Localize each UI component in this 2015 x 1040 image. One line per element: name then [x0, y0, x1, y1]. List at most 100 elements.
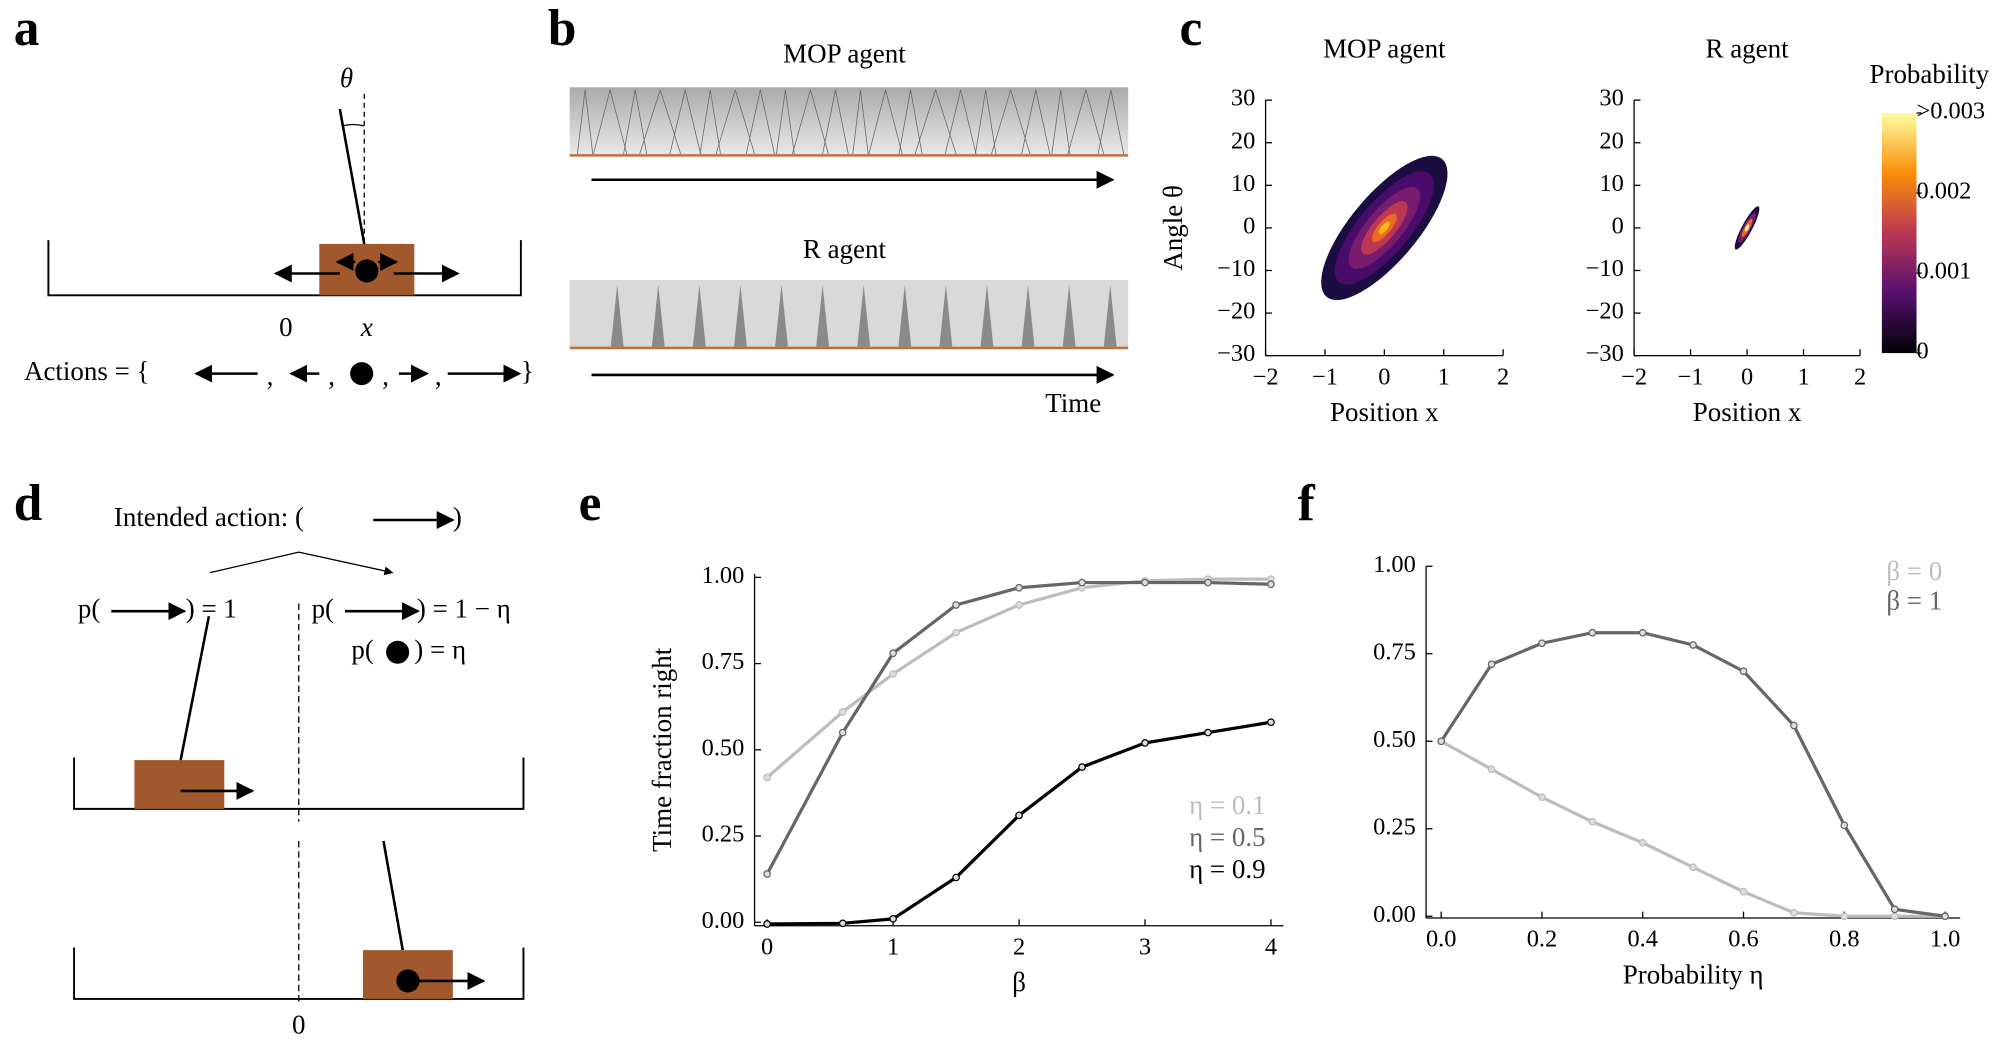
y-axis-label: Time fraction right: [647, 647, 677, 852]
x-tick-label: 0.6: [1728, 926, 1758, 953]
time-label: Time: [1045, 388, 1101, 418]
trace: [610, 285, 624, 347]
x-tick-label: 0.2: [1527, 926, 1557, 953]
separator: ,: [382, 361, 389, 391]
trajectory-traces: [569, 87, 1129, 384]
trace: [692, 285, 706, 347]
panel-label: e: [579, 475, 602, 532]
point: [1890, 912, 1899, 921]
x-tick-label: 0: [1378, 363, 1390, 390]
prob-open: p(: [312, 593, 334, 623]
origin-label: 0: [292, 1009, 305, 1039]
trace: [639, 89, 682, 155]
point: [1015, 583, 1023, 592]
point: [1204, 728, 1212, 737]
trace: [623, 89, 648, 155]
colorbar-tick-label: >0.003: [1917, 98, 1986, 125]
point: [952, 873, 960, 882]
y-axis-label: Angle θ: [1158, 185, 1188, 271]
point: [1689, 863, 1697, 872]
point: [1840, 912, 1849, 921]
point: [1638, 628, 1647, 637]
colorbar: [1881, 112, 1917, 354]
point: [889, 670, 897, 678]
trace: [651, 285, 665, 347]
line: [766, 577, 1271, 779]
point: [1588, 817, 1597, 826]
x-tick-label: 0: [1741, 363, 1753, 390]
y-tick-label: 20: [1599, 127, 1623, 154]
point: [1638, 838, 1647, 847]
point: [1739, 667, 1748, 676]
colorbar-tick-label: 0: [1917, 338, 1929, 365]
point: [1204, 578, 1212, 587]
trace: [593, 89, 628, 155]
trace: [852, 89, 869, 155]
panel-d: [73, 511, 525, 1002]
colorbar-title: Probability: [1869, 59, 1989, 89]
x-tick-label: 1.0: [1930, 926, 1960, 953]
density-region: [1744, 224, 1750, 232]
y-tick-label: 20: [1231, 127, 1255, 154]
trace: [822, 89, 849, 155]
trace: [1103, 285, 1117, 347]
legend-entry: η = 0.1: [1189, 790, 1265, 820]
colorbar-tick-label: 0.001: [1917, 258, 1972, 285]
trace: [699, 89, 721, 155]
point: [889, 649, 897, 658]
panel-label: b: [548, 0, 577, 57]
prob-open: p(: [78, 593, 100, 623]
trace: [1097, 89, 1125, 155]
y-tick-label: −30: [1586, 340, 1624, 367]
intended-close: ): [453, 502, 462, 532]
position-label: x: [360, 312, 373, 342]
trace: [991, 89, 1031, 155]
trace: [1021, 89, 1051, 155]
x-tick-label: 3: [1139, 933, 1151, 960]
prob-right: ) = 1 − η: [417, 593, 511, 623]
panel-label: c: [1180, 0, 1203, 57]
prob-left: ) = 1: [186, 593, 237, 623]
x-tick-label: 2: [1497, 363, 1509, 390]
y-tick-label: 0.75: [1373, 638, 1416, 665]
origin-label: 0: [279, 312, 292, 342]
trace: [792, 89, 829, 155]
y-tick-label: 10: [1599, 170, 1623, 197]
y-tick-label: 1.00: [702, 562, 745, 589]
point: [763, 773, 772, 782]
trace: [1051, 89, 1071, 155]
y-tick-label: 0.50: [702, 734, 745, 761]
x-tick-label: 2: [1854, 363, 1866, 390]
y-tick-label: 0.00: [1373, 901, 1416, 928]
point: [763, 870, 772, 878]
trace: [980, 285, 994, 347]
line: [1439, 631, 1946, 918]
y-tick-label: 0.50: [1373, 726, 1416, 753]
trace: [816, 285, 830, 347]
point: [889, 914, 897, 923]
trace: [775, 285, 788, 347]
point: [1790, 908, 1798, 917]
point: [1141, 739, 1149, 747]
trace: [669, 89, 702, 155]
point: [1267, 580, 1275, 589]
chart-title: MOP agent: [1323, 34, 1446, 64]
x-tick-label: 1: [1797, 363, 1809, 390]
colorbar-tick-label: 0.002: [1917, 178, 1972, 205]
y-tick-label: −10: [1217, 255, 1255, 282]
point: [1015, 811, 1023, 820]
point: [1840, 821, 1849, 830]
panel-labels: a b c d e f: [14, 0, 1316, 532]
y-tick-label: −10: [1586, 255, 1624, 282]
legend-entry: β = 0: [1886, 556, 1942, 586]
x-tick-label: −1: [1312, 363, 1338, 390]
point: [838, 708, 847, 716]
point: [952, 628, 960, 637]
actions-suffix: }: [521, 356, 534, 386]
y-tick-label: 1.00: [1373, 551, 1416, 578]
legend-entry: η = 0.9: [1189, 854, 1265, 884]
x-tick-label: 1: [887, 933, 899, 960]
x-axis-label: β: [1012, 967, 1026, 997]
point: [1437, 737, 1446, 746]
y-tick-label: 0.00: [702, 907, 745, 934]
